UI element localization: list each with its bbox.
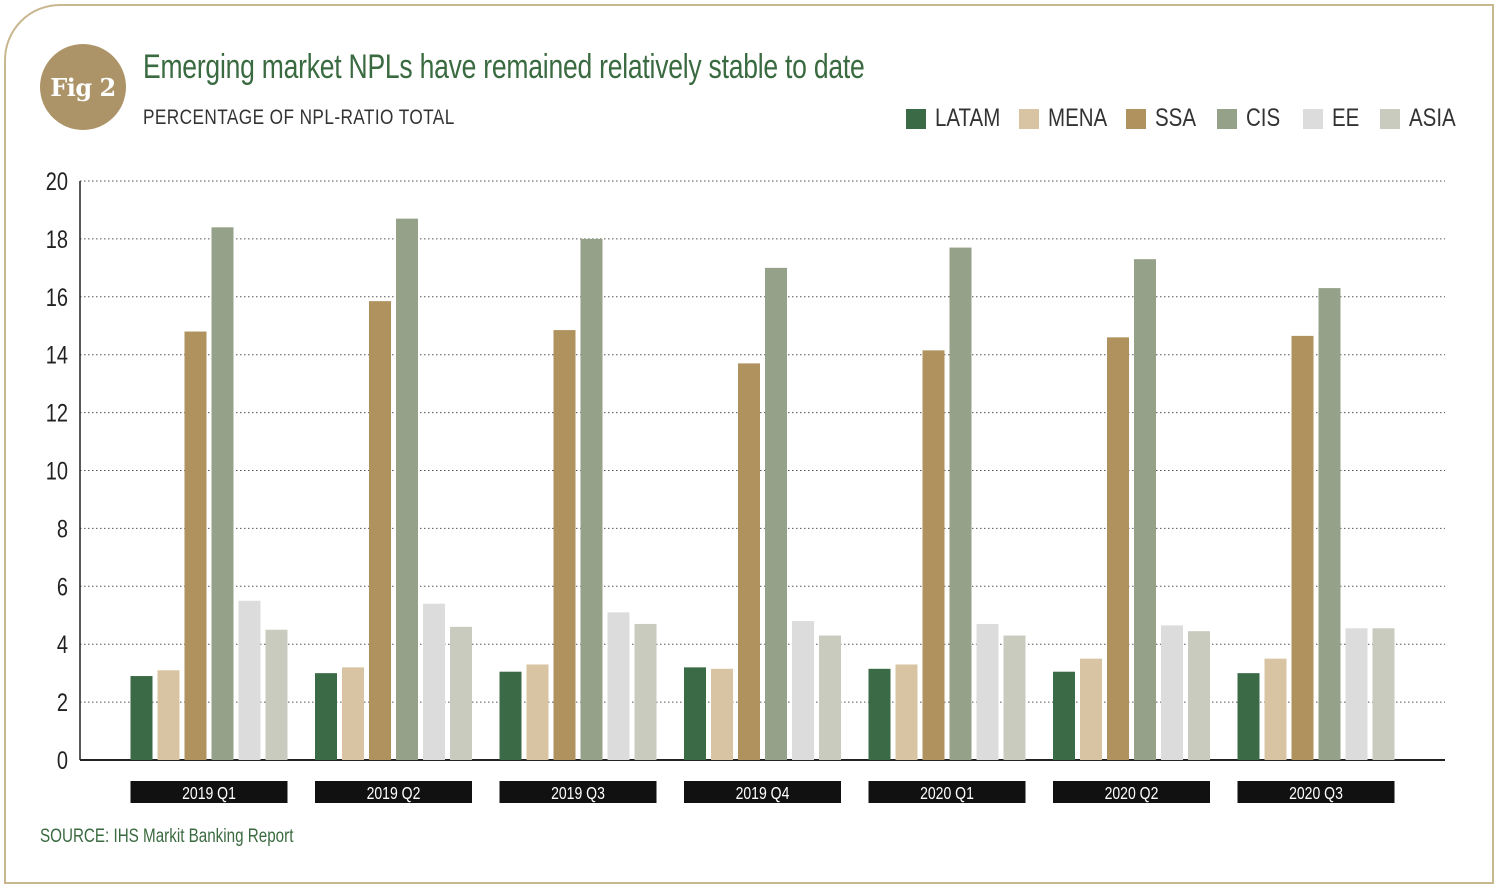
bar-cis [765,267,787,760]
category-label: 2019 Q1 [182,783,236,803]
bar-ee [423,603,445,760]
bar-cis [949,247,972,760]
bar-ssa [922,350,945,760]
bar-ssa [738,363,760,760]
bar-ssa [369,301,391,760]
bar-mena [1264,658,1287,760]
category-label-box [315,781,472,803]
bar-mena [1080,658,1102,760]
chart-legend: LATAM MENA SSA CIS EE ASIA [0,104,1500,134]
bar-mena [342,667,364,760]
legend-item-mena: MENA [1019,104,1120,133]
y-tick-label: 12 [46,400,68,428]
bar-latam [130,676,153,760]
legend-label-latam: LATAM [935,104,1001,132]
bar-cis [396,218,418,760]
y-tick-label: 20 [46,168,68,196]
bar-ee [1345,628,1368,760]
bar-latam [499,671,522,760]
legend-label-mena: MENA [1048,104,1108,132]
bar-ee [792,621,814,760]
legend-item-asia: ASIA [1380,104,1466,133]
bar-ssa [1107,337,1129,760]
figure-badge-label: Fig 2 [50,72,116,102]
bar-asia [1003,635,1026,760]
bar-mena [711,668,733,760]
bar-asia [634,623,657,760]
y-tick-label: 18 [46,226,68,254]
legend-swatch-mena [1019,108,1039,129]
y-tick-label: 8 [57,515,68,543]
bar-ssa [1291,335,1314,760]
bar-asia [1188,631,1210,760]
bar-mena [895,664,918,760]
bar-cis [211,227,234,760]
y-tick-label: 10 [46,457,68,485]
category-label: 2020 Q2 [1105,783,1159,803]
category-label-box [1237,781,1395,803]
y-tick-label: 6 [57,573,68,601]
bar-ee [1161,625,1183,760]
category-label: 2019 Q2 [367,783,421,803]
bar-cis [1318,288,1341,760]
category-label-box [130,781,288,803]
legend-item-cis: CIS [1217,104,1288,133]
legend-swatch-latam [906,108,926,129]
bar-ssa [184,331,207,760]
figure-badge: Fig 2 [40,44,126,130]
legend-swatch-ssa [1126,108,1146,129]
legend-item-ee: EE [1303,104,1365,133]
y-tick-label: 14 [46,342,68,370]
bar-cis [580,238,603,760]
legend-swatch-cis [1217,108,1237,129]
legend-swatch-asia [1380,108,1400,129]
bar-ee [607,612,630,760]
y-tick-label: 0 [57,747,68,775]
category-label-box [499,781,657,803]
legend-item-ssa: SSA [1126,104,1205,133]
y-tick-label: 2 [57,689,68,717]
bar-latam [1237,673,1260,760]
legend-label-ee: EE [1332,104,1360,132]
category-label-box [1053,781,1210,803]
bar-asia [819,635,841,760]
bar-asia [265,629,288,760]
bar-asia [450,626,472,760]
bar-ee [976,623,999,760]
bar-ee [238,600,261,760]
category-label-box [684,781,841,803]
bar-asia [1372,628,1395,760]
bar-latam [1053,671,1075,760]
legend-item-latam: LATAM [906,104,1015,133]
bar-mena [157,670,180,760]
chart-subtitle: PERCENTAGE OF NPL-RATIO TOTAL [143,106,455,129]
source-note: SOURCE: IHS Markit Banking Report [40,826,294,847]
category-label: 2020 Q3 [1289,783,1343,803]
y-tick-label: 4 [57,631,68,659]
bar-mena [526,664,549,760]
category-label-box [868,781,1026,803]
y-tick-label: 16 [46,284,68,312]
category-label: 2020 Q1 [920,783,974,803]
bar-cis [1134,259,1156,760]
category-label: 2019 Q4 [736,783,790,803]
legend-label-cis: CIS [1246,104,1281,132]
bar-latam [684,667,706,760]
figure-frame [4,4,1494,884]
bar-latam [868,668,891,760]
legend-swatch-ee [1303,108,1323,129]
legend-label-asia: ASIA [1409,104,1456,132]
bar-ssa [553,330,576,760]
bar-latam [315,673,337,760]
chart-title: Emerging market NPLs have remained relat… [143,48,865,86]
legend-label-ssa: SSA [1155,104,1197,132]
category-label: 2019 Q3 [551,783,605,803]
